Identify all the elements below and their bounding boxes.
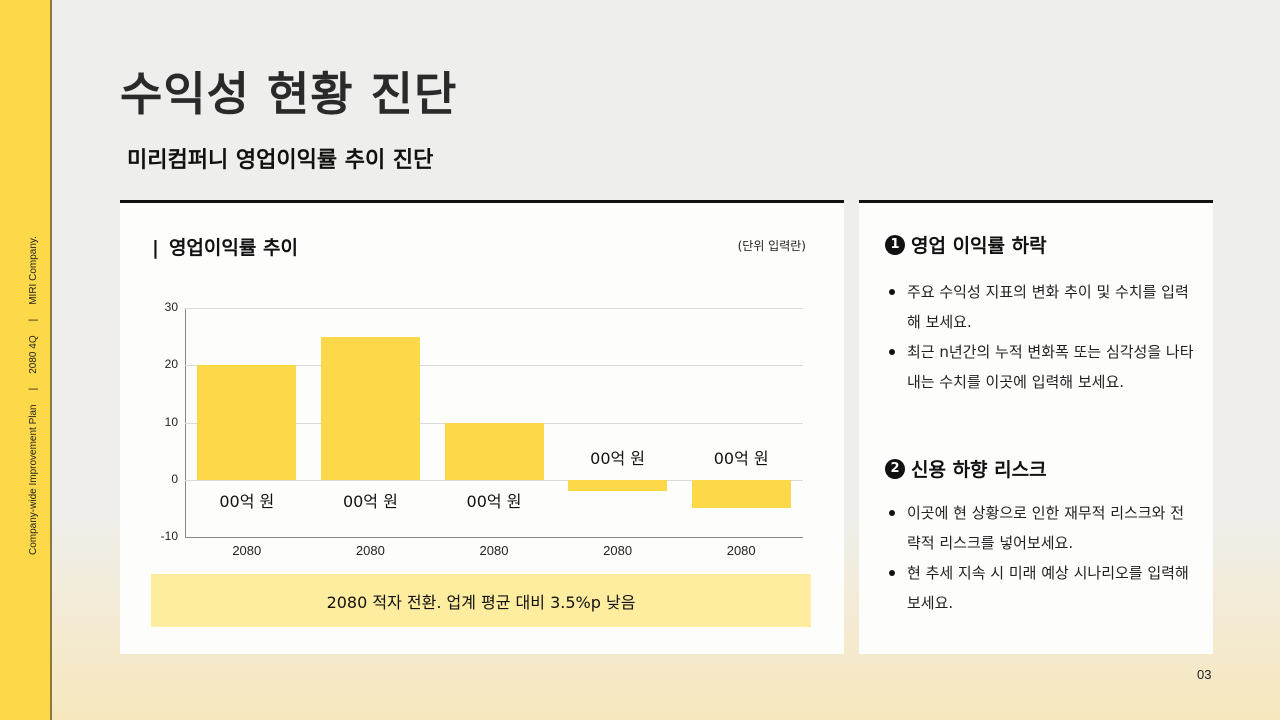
side-period-label: 2080 4Q [28, 335, 39, 374]
chart-card-title: | 영업이익률 추이 [152, 233, 298, 260]
side-vertical-text: Company-wide Improvement Plan | 2080 4Q … [28, 236, 39, 555]
page-number: 03 [1197, 667, 1212, 682]
y-tick-label: 10 [164, 414, 178, 429]
x-tick-label: 2080 [479, 543, 509, 558]
x-axis [185, 537, 803, 538]
chart-bar [320, 336, 420, 480]
bar-data-label: 00억 원 [219, 491, 275, 511]
x-tick-label: 2080 [603, 543, 633, 558]
list-item: 최근 n년간의 누적 변화폭 또는 심각성을 나타내는 수치를 이곳에 입력해 … [885, 337, 1195, 397]
number-2-badge-icon: 2 [885, 458, 905, 479]
number-1-badge-icon: 1 [885, 234, 905, 255]
side-company-label: MIRI Company. [28, 236, 39, 305]
bar-data-label: 00억 원 [713, 448, 769, 468]
info-list-1: 주요 수익성 지표의 변화 추이 및 수치를 입력해 보세요. 최근 n년간의 … [885, 277, 1195, 397]
page-subtitle: 미리컴퍼니 영업이익률 추이 진단 [127, 148, 434, 173]
side-strip: Company-wide Improvement Plan | 2080 4Q … [0, 0, 52, 720]
chart-bar [568, 479, 668, 492]
unit-label: (단위 입력란) [737, 239, 806, 253]
title-bar-mark: | [152, 237, 159, 259]
side-plan-label: Company-wide Improvement Plan [28, 404, 39, 555]
side-separator: | [28, 318, 39, 322]
info-heading-text: 영업 이익률 하락 [911, 235, 1047, 257]
grid-line [185, 308, 803, 309]
note-banner: 2080 적자 전환. 업계 평균 대비 3.5%p 낮음 [151, 574, 811, 627]
bar-chart: 30 20 10 0 -10 00억 원 2080 00억 원 2080 00억 원 2080 00억… [120, 203, 844, 657]
chart-bar [691, 479, 791, 509]
chart-card: | 영업이익률 추이 (단위 입력란) 30 20 10 0 -10 00억 원 2080 00… [120, 200, 844, 654]
bar-data-label: 00억 원 [466, 491, 522, 511]
y-tick-label: 30 [164, 300, 178, 314]
y-tick-label: -10 [160, 529, 178, 543]
x-tick-label: 2080 [232, 543, 262, 558]
list-item: 주요 수익성 지표의 변화 추이 및 수치를 입력해 보세요. [885, 277, 1195, 337]
info-card: 1 영업 이익률 하락 주요 수익성 지표의 변화 추이 및 수치를 입력해 보… [859, 200, 1213, 654]
x-tick-label: 2080 [355, 543, 385, 558]
info-heading-2: 2 신용 하향 리스크 [885, 455, 1047, 482]
x-tick-label: 2080 [726, 543, 756, 558]
side-separator: | [28, 387, 39, 391]
chart-bar [444, 422, 544, 480]
grid-line [185, 365, 803, 367]
chart-title-text: 영업이익률 추이 [168, 237, 298, 259]
bar-data-label: 00억 원 [590, 448, 646, 468]
info-heading-text: 신용 하향 리스크 [911, 459, 1047, 481]
bar-data-label: 00억 원 [342, 491, 398, 511]
info-heading-1: 1 영업 이익률 하락 [885, 231, 1047, 258]
y-tick-label: 0 [171, 471, 178, 486]
page-title: 수익성 현황 진단 [120, 67, 458, 121]
chart-bar [197, 365, 297, 480]
info-list-2: 이곳에 현 상황으로 인한 재무적 리스크와 전략적 리스크를 넣어보세요. 현… [885, 498, 1195, 618]
y-tick-label: 20 [164, 357, 178, 372]
grid-line [185, 479, 803, 481]
list-item: 현 추세 지속 시 미래 예상 시나리오를 입력해 보세요. [885, 558, 1195, 618]
list-item: 이곳에 현 상황으로 인한 재무적 리스크와 전략적 리스크를 넣어보세요. [885, 498, 1195, 558]
